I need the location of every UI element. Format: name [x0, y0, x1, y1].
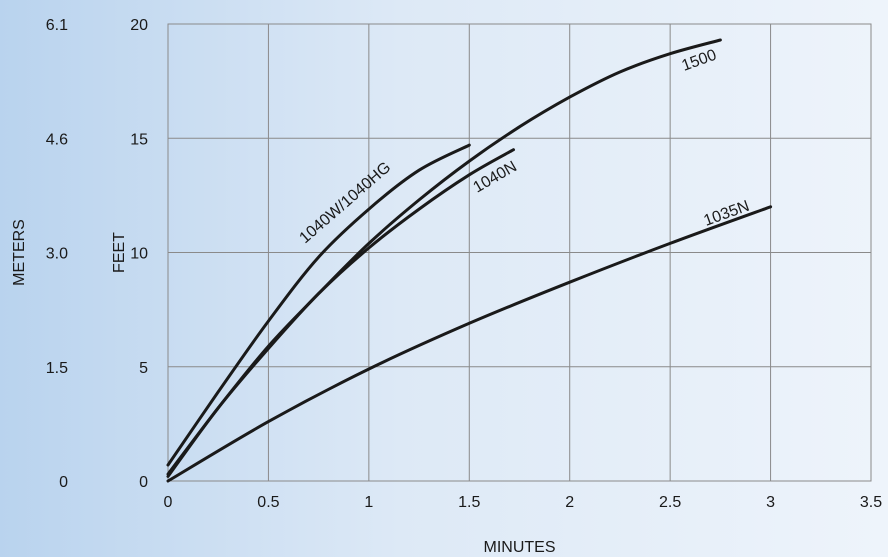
y2-tick-label: 4.6 — [46, 131, 68, 148]
series-label: 1035N — [702, 198, 752, 230]
x-tick-label: 0 — [164, 494, 173, 511]
x-tick-label: 0.5 — [257, 494, 279, 511]
series-line — [166, 143, 471, 467]
y2-tick-label: 3.0 — [46, 246, 68, 263]
x-tick-label: 3 — [766, 494, 775, 511]
series-line — [166, 38, 722, 476]
x-tick-label: 2 — [565, 494, 574, 511]
x-tick-label: 1.5 — [458, 494, 480, 511]
series-line — [166, 205, 773, 483]
x-axis-title: MINUTES — [484, 539, 556, 556]
y-tick-label: 15 — [130, 131, 148, 148]
x-tick-label: 2.5 — [659, 494, 681, 511]
y-tick-label: 20 — [130, 17, 148, 34]
y2-axis-title: METERS — [11, 219, 28, 286]
y2-tick-label: 6.1 — [46, 17, 68, 34]
series-label: 1040N — [471, 158, 520, 196]
x-tick-label: 3.5 — [860, 494, 882, 511]
y-tick-label: 0 — [139, 474, 148, 491]
y-tick-label: 5 — [139, 360, 148, 377]
y-tick-label: 10 — [130, 246, 148, 263]
y2-tick-label: 0 — [59, 474, 68, 491]
y2-tick-label: 1.5 — [46, 360, 68, 377]
y-axis-title: FEET — [111, 232, 128, 273]
series-label: 1500 — [680, 47, 719, 75]
x-tick-label: 1 — [364, 494, 373, 511]
